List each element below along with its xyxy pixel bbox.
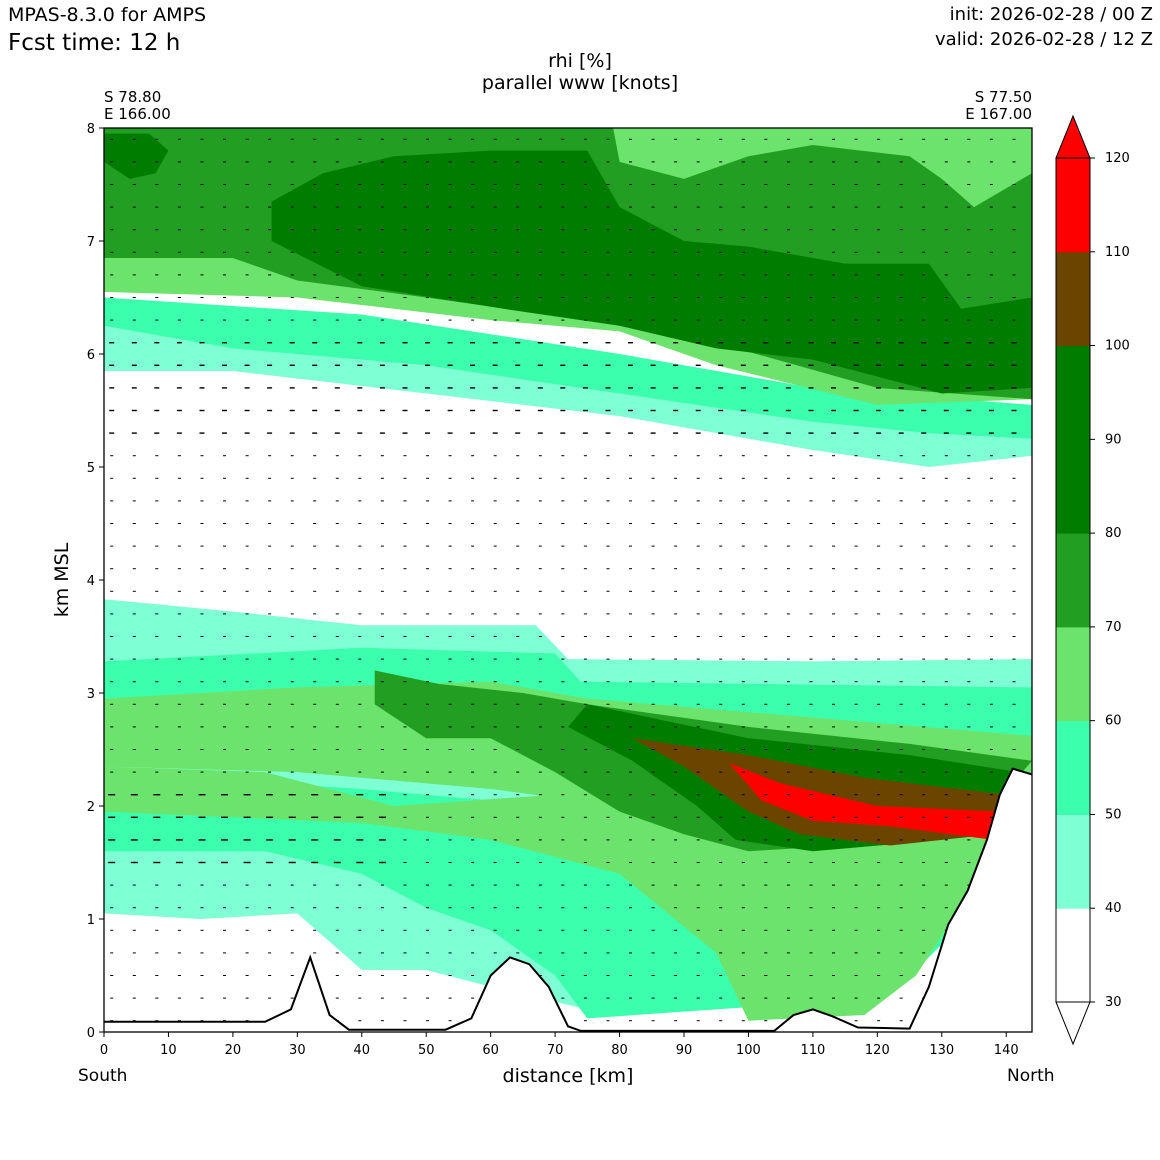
y-tick-label: 6	[87, 348, 95, 363]
north-label: North	[1007, 1066, 1055, 1086]
y-tick-label: 5	[87, 461, 95, 476]
x-tick-label: 140	[994, 1043, 1019, 1058]
x-tick-label: 130	[929, 1043, 954, 1058]
end-latitude: S 77.50	[974, 88, 1032, 106]
colorbar-tick-label: 100	[1105, 339, 1130, 354]
start-longitude: E 166.00	[104, 105, 171, 123]
init-time: init: 2026-02-28 / 00 Z	[949, 4, 1153, 25]
colorbar-segment-70	[1056, 533, 1090, 628]
rhi-region-14	[271, 150, 1032, 394]
chart-title-line-1: rhi [%]	[548, 50, 612, 72]
x-axis-label: distance [km]	[502, 1065, 634, 1087]
x-tick-label: 100	[736, 1043, 761, 1058]
rhi-region-15	[104, 133, 169, 179]
colorbar-tick-label: 70	[1105, 620, 1122, 635]
wind-vectors	[108, 138, 1017, 1022]
colorbar-tick-label: 110	[1105, 245, 1130, 260]
terrain-line	[104, 767, 1032, 1032]
x-tick-label: 10	[160, 1043, 177, 1058]
x-tick-label: 70	[547, 1043, 564, 1058]
x-tick-label: 120	[865, 1043, 890, 1058]
chart-title-line-2: parallel www [knots]	[481, 72, 679, 94]
south-label: South	[78, 1066, 128, 1086]
axes: 0 10 20 30 40 50 60 70 80 90 100 110 120 130 140 0 1 2 3 4 5…	[87, 122, 1033, 1058]
forecast-time: Fcst time: 12 h	[8, 30, 181, 56]
x-tick-label: 90	[676, 1043, 693, 1058]
terrain	[104, 767, 1032, 1032]
colorbar-segment-100	[1056, 251, 1090, 347]
rhi-region-9	[729, 763, 1000, 840]
y-tick-label: 8	[87, 122, 95, 137]
x-tick-label: 80	[611, 1043, 628, 1058]
colorbar-tick-label: 120	[1105, 151, 1130, 166]
valid-time: valid: 2026-02-28 / 12 Z	[935, 29, 1153, 50]
end-longitude: E 167.00	[965, 105, 1032, 123]
x-tick-label: 20	[225, 1043, 242, 1058]
x-tick-label: 40	[354, 1043, 371, 1058]
colorbar-segment-40	[1056, 814, 1090, 909]
colorbar-segment-90	[1056, 345, 1090, 440]
x-tick-label: 30	[289, 1043, 306, 1058]
y-tick-label: 3	[87, 687, 95, 702]
y-tick-label: 1	[87, 913, 95, 928]
colorbar-tick-label: 40	[1105, 901, 1122, 916]
colorbar-tick-label: 30	[1105, 995, 1122, 1010]
colorbar-tick-label: 80	[1105, 526, 1122, 541]
start-latitude: S 78.80	[104, 88, 162, 106]
colorbar-segment-80	[1056, 439, 1090, 534]
rhi-contour-fills	[104, 128, 1032, 1021]
colorbar-segment-30	[1056, 908, 1090, 1003]
y-tick-label: 0	[87, 1026, 95, 1041]
x-tick-label: 50	[418, 1043, 435, 1058]
colorbar-segment-60	[1056, 626, 1090, 722]
colorbar-tick-label: 50	[1105, 807, 1122, 822]
colorbar-tick-label: 60	[1105, 714, 1122, 729]
colorbar-tick-label: 90	[1105, 432, 1122, 447]
colorbar: 30 40 50 60 70 80 90 100 110 120	[1055, 114, 1130, 1046]
x-tick-label: 110	[800, 1043, 825, 1058]
colorbar-segment-50	[1056, 720, 1090, 815]
colorbar-segment-110	[1056, 158, 1090, 253]
x-tick-label: 0	[100, 1043, 108, 1058]
colorbar-extend-min	[1055, 1001, 1091, 1046]
colorbar-extend-max	[1055, 114, 1091, 159]
x-tick-label: 60	[482, 1043, 499, 1058]
y-tick-label: 2	[87, 800, 95, 815]
model-title: MPAS-8.3.0 for AMPS	[8, 4, 207, 26]
y-tick-label: 7	[87, 235, 95, 250]
colorbar-frame	[1055, 157, 1091, 1003]
terrain-fill	[104, 768, 1032, 1032]
y-tick-label: 4	[87, 574, 95, 589]
rhi-region-11	[104, 297, 1032, 439]
